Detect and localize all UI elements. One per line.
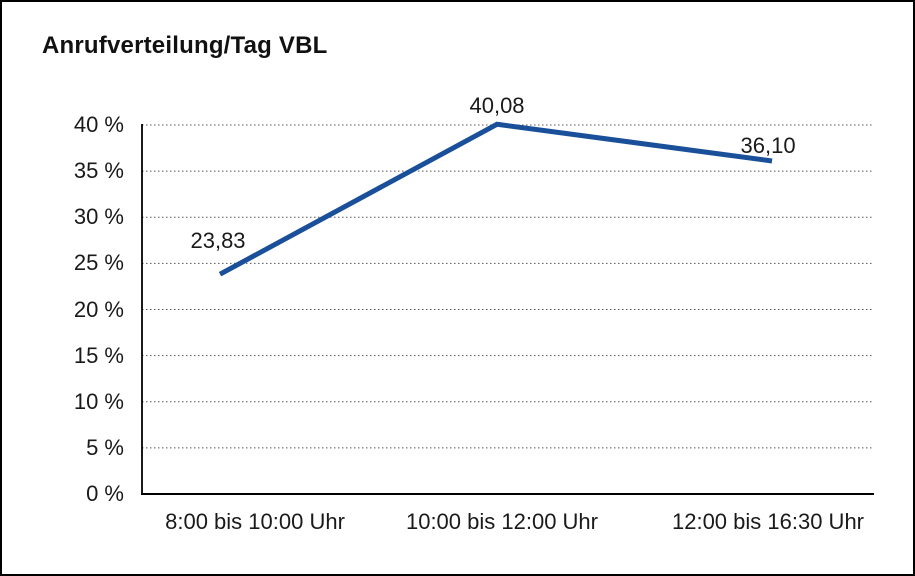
data-series (218, 121, 773, 277)
y-tick-label: 20 % (73, 296, 124, 322)
x-tick-label: 8:00 bis 10:00 Uhr (165, 509, 345, 534)
y-tick-label: 0 % (86, 481, 124, 506)
data-point-label: 40,08 (469, 93, 525, 119)
gridlines (142, 124, 874, 449)
axes (141, 124, 874, 495)
data-point-label: 36,10 (740, 132, 796, 158)
y-tick-label: 25 % (73, 250, 124, 276)
y-tick-label: 30 % (73, 204, 124, 230)
y-tick-label: 5 % (86, 434, 124, 460)
x-tick-label: 10:00 bis 12:00 Uhr (405, 509, 598, 534)
y-tick-label: 10 % (73, 388, 124, 414)
chart-title: Anrufverteilung/Tag VBL (42, 32, 328, 59)
x-tick-label: 12:00 bis 16:30 Uhr (671, 509, 865, 534)
y-tick-label: 40 % (73, 112, 124, 137)
y-tick-label: 35 % (73, 158, 124, 184)
data-point-label: 23,83 (190, 228, 246, 254)
y-tick-label: 15 % (73, 342, 124, 368)
data-line (218, 121, 773, 277)
